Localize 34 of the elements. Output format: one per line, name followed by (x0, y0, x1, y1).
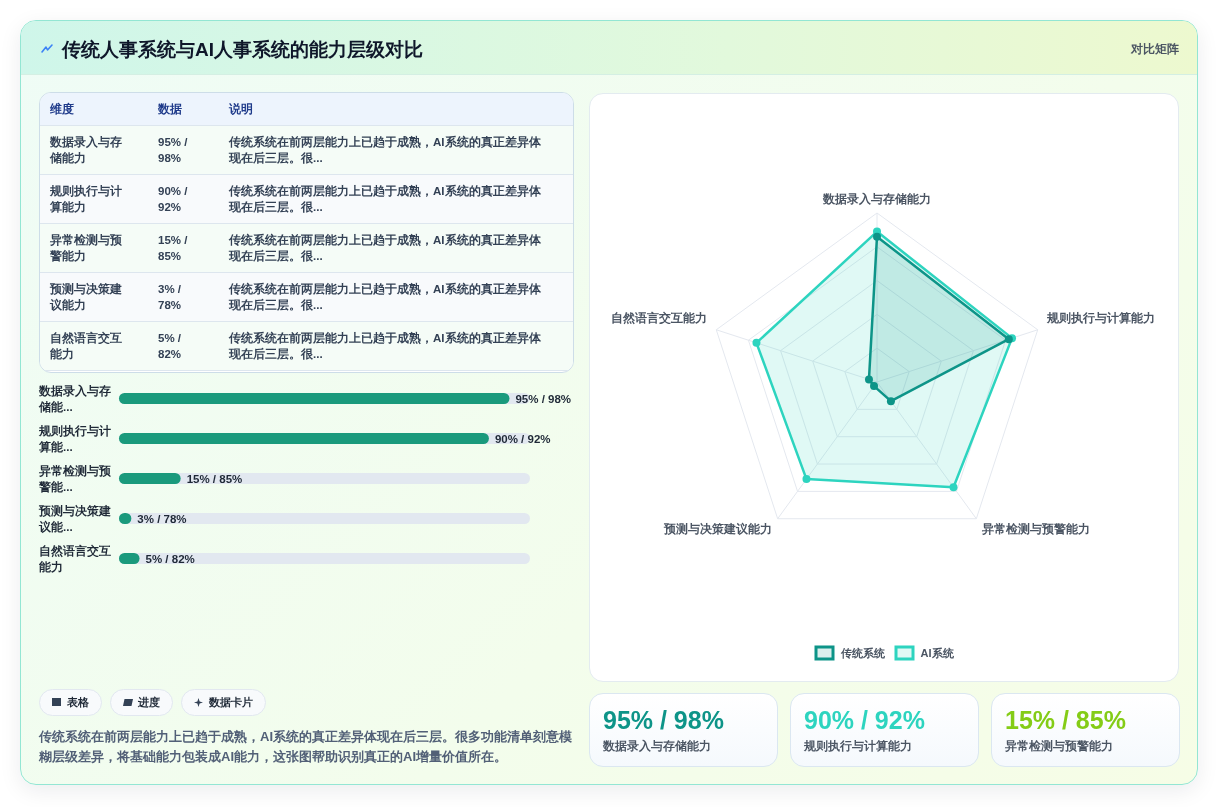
text: 90% / 92% (804, 706, 925, 734)
y-tick-label: 自然语言交互能力 (39, 543, 112, 575)
data-label: 15% / 85% (186, 471, 243, 487)
legend-label: AI系统 (920, 647, 955, 659)
table-row: 自然语言交互能力 5% / 82% 传统系统在前两层能力上已趋于成熟，AI系统的真正差异体现在后三层。很... (40, 321, 573, 370)
data-label: 90% / 92% (494, 431, 551, 447)
text: 传统人事系统与AI人事系统的能力层级对比 (62, 38, 423, 62)
spoke-label: 自然语言交互能力 (610, 310, 707, 325)
y-tick-label: 预测与决策建议能... (39, 503, 112, 535)
text: 对比矩阵 (1131, 41, 1179, 58)
text: 异常检测与预警能力 (1005, 739, 1113, 754)
data-label: 5% / 82% (145, 551, 195, 567)
text: 表格 (67, 695, 89, 710)
spoke-label: 异常检测与预警能力 (981, 521, 1091, 536)
text: 数据卡片 (209, 695, 253, 710)
spoke-label: 预测与决策建议能力 (662, 521, 772, 536)
table-row: 规则执行与计算能力 90% / 92% 传统系统在前两层能力上已趋于成熟，AI系统的真正差异体现在后三层。很... (40, 174, 573, 223)
y-tick-label: 异常检测与预警能... (39, 463, 112, 495)
y-tick-label: 规则执行与计算能... (39, 423, 112, 455)
text: 95% / 98% (603, 706, 724, 734)
text: 传统系统在前两层能力上已趋于成熟，AI系统的真正差异体现在后三层。很多功能清单刻意模糊层级差异，将基础能力包装成AI能力，这张图帮助识别真正的AI增量价值所在。 (39, 728, 573, 766)
spoke-label: 规则执行与计算能力 (1046, 310, 1156, 325)
data-label: 3% / 78% (137, 511, 187, 527)
table-row: 数据录入与存储能力 95% / 98% 传统系统在前两层能力上已趋于成熟，AI系统的真正差异体现在后三层。很... (40, 125, 573, 174)
table-row: 预测与决策建议能力 3% / 78% 传统系统在前两层能力上已趋于成熟，AI系统的真正差异体现在后三层。很... (40, 272, 573, 321)
text: 规则执行与计算能力 (804, 739, 912, 754)
table-row: 异常检测与预警能力 15% / 85% 传统系统在前两层能力上已趋于成熟，AI系统的真正差异体现在后三层。很... (40, 223, 573, 272)
data-label: 95% / 98% (515, 391, 572, 407)
text: 15% / 85% (1005, 706, 1126, 734)
text: 进度 (138, 695, 160, 710)
legend-label: 传统系统 (839, 647, 886, 659)
text: 数据录入与存储能力 (603, 739, 711, 754)
y-tick-label: 数据录入与存储能... (39, 383, 112, 415)
spoke-label: 数据录入与存储能力 (822, 192, 931, 206)
